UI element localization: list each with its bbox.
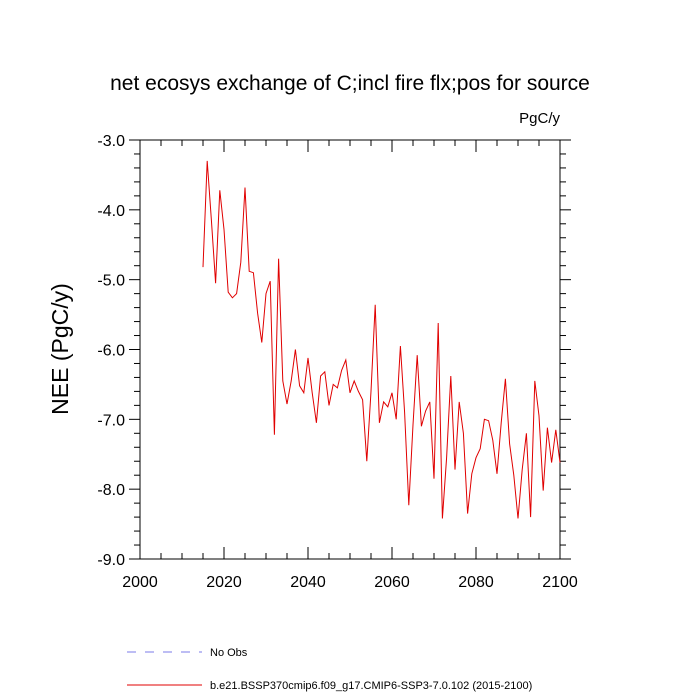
- series-layer: [202, 160, 561, 519]
- x-tick-label: 2020: [206, 574, 242, 591]
- x-tick-label: 2000: [122, 574, 158, 591]
- y-tick-label: -5.0: [97, 273, 125, 290]
- legend: No Obs b.e21.BSSP370cmip6.f09_g17.CMIP6-S…: [127, 647, 532, 692]
- x-tick-label: 2040: [290, 574, 326, 591]
- legend-label: b.e21.BSSP370cmip6.f09_g17.CMIP6-SSP3-7.…: [210, 680, 532, 692]
- legend-label: No Obs: [210, 647, 248, 659]
- ticks-layer: 2000 2020 2040 2060 2080 2100 -3.0 -4.0 -5.0 -6.0…: [97, 133, 577, 591]
- x-tick-label: 2060: [374, 574, 410, 591]
- y-tick-label: -8.0: [97, 482, 125, 499]
- y-tick-label: -6.0: [97, 343, 125, 360]
- y-tick-label: -3.0: [97, 133, 125, 150]
- x-tick-label: 2100: [542, 574, 578, 591]
- plot-frame: [139, 139, 561, 560]
- chart-title: net ecosys exchange of C;incl fire flx;p…: [110, 72, 590, 95]
- y-axis-label: NEE (PgC/y): [47, 283, 73, 415]
- y-tick-label: -4.0: [97, 203, 125, 220]
- y-tick-label: -9.0: [97, 552, 125, 569]
- x-tick-label: 2080: [458, 574, 494, 591]
- y-tick-label: -7.0: [97, 412, 125, 429]
- units-label: PgC/y: [519, 110, 560, 127]
- series-line: [202, 160, 561, 519]
